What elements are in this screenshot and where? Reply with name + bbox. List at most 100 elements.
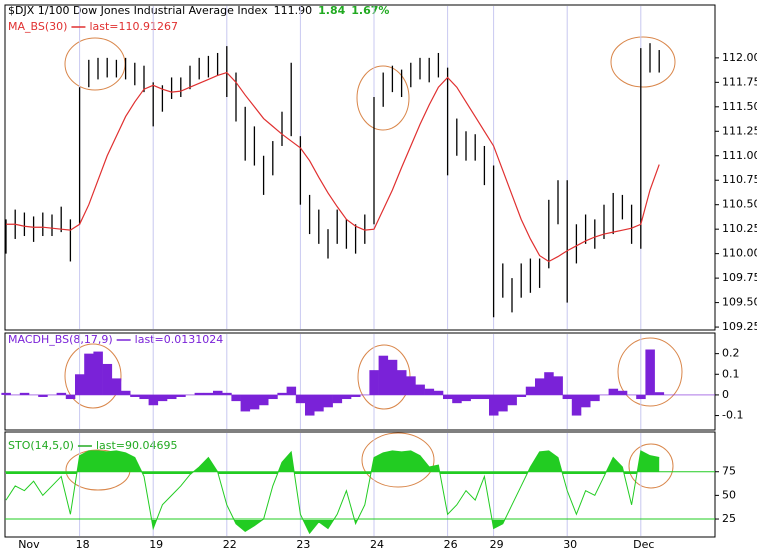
macd-bar xyxy=(93,351,103,395)
y-tick-label: 111.50 xyxy=(722,100,757,113)
macd-bar xyxy=(351,394,361,397)
macd-bar xyxy=(654,392,665,395)
x-tick-label: 23 xyxy=(296,538,310,551)
x-tick-label: Dec xyxy=(633,538,654,551)
macd-bar xyxy=(176,394,186,397)
chart-title: $DJX 1/100 Dow Jones Industrial Average … xyxy=(8,4,389,17)
macd-bar xyxy=(268,394,278,400)
macd-bar xyxy=(240,394,251,412)
macd-bar xyxy=(387,359,398,395)
y-tick-label: 50 xyxy=(722,488,736,501)
macd-bar xyxy=(415,384,425,395)
macd-bar xyxy=(378,355,389,395)
ma-last: last=110.91267 xyxy=(89,20,178,33)
y-tick-label: 0.1 xyxy=(722,367,740,380)
macd-bar xyxy=(314,394,324,412)
highlight-circle xyxy=(617,337,683,407)
macd-bar xyxy=(470,394,481,400)
macd-bar xyxy=(111,378,122,395)
macd-bar xyxy=(341,394,352,400)
y-tick-label: 109.75 xyxy=(722,271,757,284)
macd-bar xyxy=(461,394,471,402)
x-tick-label: Nov xyxy=(18,538,40,551)
macd-bar xyxy=(295,394,306,404)
macd-bar xyxy=(645,349,655,395)
macd-bar xyxy=(617,390,628,395)
y-tick-label: 111.25 xyxy=(722,124,757,137)
macd-bar xyxy=(286,386,297,395)
macd-bar xyxy=(581,394,591,408)
ma-name: MA_BS(30) xyxy=(8,20,67,33)
price: 111.90 xyxy=(274,4,313,17)
macd-bar xyxy=(452,394,462,404)
title: $DJX 1/100 Dow Jones Industrial Average … xyxy=(8,4,268,17)
macd-bar xyxy=(213,390,223,395)
ma-line xyxy=(6,71,660,263)
x-tick-label: 18 xyxy=(76,538,90,551)
y-tick-label: 25 xyxy=(722,512,736,525)
x-tick-label: 22 xyxy=(223,538,237,551)
macd-bar xyxy=(397,370,407,395)
y-tick-label: 110.75 xyxy=(722,173,757,186)
macd-bar xyxy=(443,394,453,400)
macd-bar xyxy=(498,394,508,412)
macd-bar xyxy=(102,363,113,395)
macd-last: last=0.0131024 xyxy=(135,333,224,346)
macd-bar xyxy=(277,392,287,395)
macd-bar xyxy=(194,392,205,395)
sto-last: last=90.04695 xyxy=(96,439,178,452)
highlight-circle xyxy=(628,443,674,489)
macd-bar xyxy=(516,394,527,397)
y-tick-label: 75 xyxy=(722,465,736,478)
panel-frame xyxy=(4,431,716,538)
highlight-circle xyxy=(361,432,435,488)
macd-bar xyxy=(406,376,416,395)
x-tick-label: 30 xyxy=(563,538,577,551)
panel-frame xyxy=(4,4,716,331)
x-tick-label: 24 xyxy=(370,538,384,551)
x-tick-label: 19 xyxy=(149,538,163,551)
macd-bar xyxy=(167,394,177,400)
macd-bar xyxy=(323,394,333,408)
sto-name: STO(14,5,0) xyxy=(8,439,74,452)
macd-bar xyxy=(157,394,168,402)
macd-bar xyxy=(369,370,379,395)
x-tick-label: 26 xyxy=(444,538,458,551)
macd-bar xyxy=(535,378,545,395)
macd-bar xyxy=(231,394,241,402)
y-tick-label: -0.1 xyxy=(722,409,743,422)
y-tick-label: 111.75 xyxy=(722,75,757,88)
macd-bar xyxy=(65,394,76,400)
macd-bar xyxy=(544,372,554,395)
highlight-circle xyxy=(356,65,410,131)
macd-bar xyxy=(222,392,232,395)
macd-bar xyxy=(562,394,573,400)
y-tick-label: 109.50 xyxy=(722,296,757,309)
change-pct: 1.67% xyxy=(351,4,389,17)
macd-bar xyxy=(84,353,94,395)
macd-bar xyxy=(56,392,67,395)
y-tick-label: 110.25 xyxy=(722,222,757,235)
macd-bar xyxy=(489,394,499,416)
highlight-circle xyxy=(610,36,676,88)
macd-bar xyxy=(249,394,260,410)
y-tick-label: 110.00 xyxy=(722,247,757,260)
y-tick-label: 0.2 xyxy=(722,347,740,360)
highlight-circle xyxy=(64,343,122,409)
change: 1.84 xyxy=(318,4,345,17)
panel-frame xyxy=(4,332,716,431)
y-tick-label: 111.00 xyxy=(722,149,757,162)
oversold-fill xyxy=(151,520,505,534)
sto-line xyxy=(5,450,660,535)
macd-bar xyxy=(608,388,619,395)
y-tick-label: 0 xyxy=(722,388,729,401)
macd-bar xyxy=(636,394,646,400)
macd-bar xyxy=(332,394,343,404)
y-tick-label: 112.00 xyxy=(722,51,757,64)
macd-bar xyxy=(507,394,517,406)
macd-bar xyxy=(553,376,563,395)
macd-bar xyxy=(130,394,140,397)
macd-bar xyxy=(433,390,444,395)
macd-bar xyxy=(75,374,85,395)
